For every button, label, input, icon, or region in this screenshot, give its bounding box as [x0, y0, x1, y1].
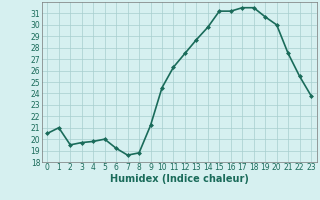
- X-axis label: Humidex (Indice chaleur): Humidex (Indice chaleur): [110, 174, 249, 184]
